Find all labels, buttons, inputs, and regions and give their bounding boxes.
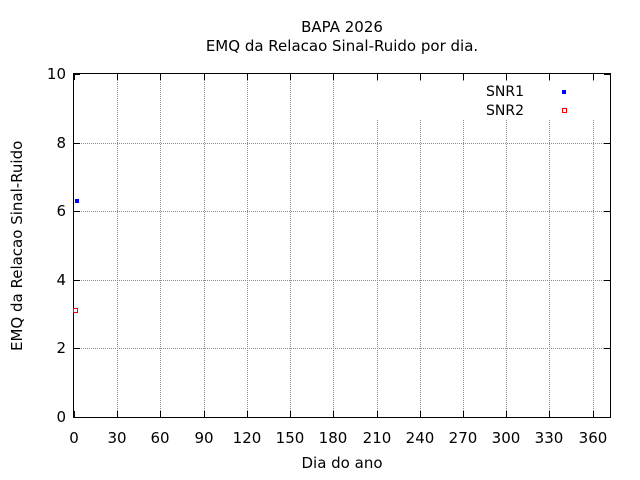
y-axis-label: EMQ da Relacao Sinal-Ruido [8, 140, 26, 351]
x-tick-top [204, 74, 205, 80]
y-tick-label: 0 [56, 408, 66, 426]
y-tick-left [74, 417, 80, 418]
x-tick-bottom [74, 411, 75, 417]
x-tick-label: 210 [362, 429, 392, 447]
y-tick-right [604, 348, 610, 349]
x-tick-bottom [247, 411, 248, 417]
x-gridline [549, 74, 550, 417]
x-tick-top [549, 74, 550, 80]
y-tick-right [604, 74, 610, 75]
x-tick-bottom [333, 411, 334, 417]
x-tick-label: 30 [107, 429, 127, 447]
y-tick-right [604, 211, 610, 212]
y-gridline [74, 348, 610, 349]
chart-title-block: BAPA 2026 EMQ da Relacao Sinal-Ruido por… [74, 18, 610, 56]
x-gridline [420, 74, 421, 417]
y-tick-label: 2 [56, 339, 66, 357]
x-tick-top [290, 74, 291, 80]
x-tick-top [74, 74, 75, 80]
x-gridline [290, 74, 291, 417]
y-tick-left [74, 211, 80, 212]
y-gridline [74, 143, 610, 144]
x-tick-label: 150 [275, 429, 305, 447]
legend-row-snr1: SNR1 [354, 82, 604, 101]
x-tick-label: 180 [318, 429, 348, 447]
x-tick-bottom [377, 411, 378, 417]
x-gridline [117, 74, 118, 417]
x-tick-label: 360 [578, 429, 608, 447]
x-tick-top [377, 74, 378, 80]
x-tick-bottom [549, 411, 550, 417]
legend-label-snr2: SNR2 [486, 102, 524, 119]
x-tick-bottom [593, 411, 594, 417]
x-tick-bottom [160, 411, 161, 417]
y-tick-label: 6 [56, 202, 66, 220]
y-tick-left [74, 280, 80, 281]
x-tick-bottom [204, 411, 205, 417]
x-tick-bottom [420, 411, 421, 417]
y-gridline [74, 211, 610, 212]
data-point-snr1 [75, 199, 79, 203]
x-tick-bottom [290, 411, 291, 417]
chart-subtitle: EMQ da Relacao Sinal-Ruido por dia. [205, 37, 479, 55]
x-gridline [377, 74, 378, 417]
y-tick-left [74, 348, 80, 349]
x-tick-label: 90 [194, 429, 214, 447]
y-tick-left [74, 143, 80, 144]
x-gridline [204, 74, 205, 417]
x-tick-label: 120 [232, 429, 262, 447]
marker-filled-square [562, 89, 566, 94]
y-tick-left [74, 74, 80, 75]
legend-label-snr1: SNR1 [486, 83, 524, 100]
x-tick-bottom [463, 411, 464, 417]
x-gridline [506, 74, 507, 417]
x-gridline [247, 74, 248, 417]
chart-title: BAPA 2026 [301, 18, 383, 36]
x-gridline [463, 74, 464, 417]
y-tick-label: 10 [46, 65, 66, 83]
x-tick-label: 240 [405, 429, 435, 447]
x-tick-label: 0 [69, 429, 79, 447]
x-tick-top [506, 74, 507, 80]
y-tick-label: 8 [56, 134, 66, 152]
x-tick-top [463, 74, 464, 80]
y-tick-right [604, 280, 610, 281]
legend-marker-cell [524, 89, 604, 94]
y-gridline [74, 280, 610, 281]
x-tick-top [247, 74, 248, 80]
x-tick-label: 270 [448, 429, 478, 447]
x-gridline [160, 74, 161, 417]
x-gridline [333, 74, 334, 417]
y-tick-right [604, 417, 610, 418]
x-gridline [593, 74, 594, 417]
x-tick-label: 330 [534, 429, 564, 447]
data-point-snr2 [73, 308, 78, 313]
marker-open-square [561, 108, 567, 113]
x-axis-label: Dia do ano [301, 454, 383, 472]
x-tick-label: 60 [150, 429, 170, 447]
x-tick-bottom [506, 411, 507, 417]
y-tick-label: 4 [56, 271, 66, 289]
y-tick-right [604, 143, 610, 144]
plot-area: SNR1 SNR2 [73, 73, 611, 418]
legend-row-snr2: SNR2 [354, 101, 604, 120]
x-tick-bottom [117, 411, 118, 417]
legend: SNR1 SNR2 [354, 82, 604, 120]
x-tick-top [333, 74, 334, 80]
x-tick-top [117, 74, 118, 80]
legend-marker-cell [524, 108, 604, 113]
x-tick-top [593, 74, 594, 80]
x-tick-top [160, 74, 161, 80]
x-tick-label: 300 [491, 429, 521, 447]
x-tick-top [420, 74, 421, 80]
